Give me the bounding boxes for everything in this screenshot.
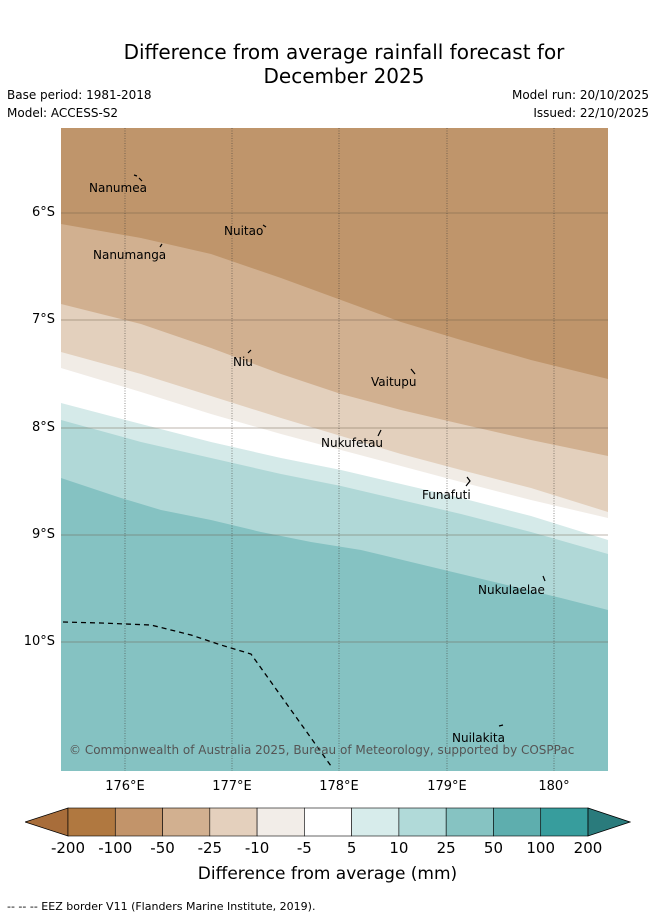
- band-plus-25: [61, 478, 608, 771]
- island-label-nuitao: Nuitao: [224, 224, 263, 238]
- colorbar-tick-label: -10: [244, 839, 270, 857]
- rainfall-map: Nanumea Nuitao Nanumanga Niu Vaitupu Nuk…: [61, 128, 608, 771]
- title-line-2: December 2025: [263, 64, 425, 88]
- colorbar: [25, 807, 631, 837]
- map-svg: Nanumea Nuitao Nanumanga Niu Vaitupu Nuk…: [61, 128, 608, 771]
- island-marks: [133, 174, 546, 727]
- colorbar-tick-label: -25: [197, 839, 223, 857]
- colorbar-tick-label: -200: [50, 839, 86, 857]
- lon-gridlines: [124, 128, 555, 771]
- island-label-funafuti: Funafuti: [422, 488, 471, 502]
- colorbar-segment: [398, 807, 447, 837]
- colorbar-segment: [256, 807, 305, 837]
- title-line-1: Difference from average rainfall forecas…: [123, 40, 565, 64]
- lon-label-179e: 179°E: [427, 779, 467, 794]
- model-name: Model: ACCESS-S2: [7, 106, 119, 120]
- map-title: Difference from average rainfall forecas…: [0, 40, 655, 88]
- colorbar-extend-high: [587, 807, 631, 837]
- island-label-nanumea: Nanumea: [89, 181, 147, 195]
- colorbar-extend-low: [25, 807, 69, 837]
- colorbar-segment: [209, 807, 258, 837]
- base-period: Base period: 1981-2018: [7, 88, 152, 102]
- issued-date: Issued: 22/10/2025: [533, 106, 649, 120]
- nanumanga-mark: [159, 243, 163, 248]
- colorbar-segment: [493, 807, 542, 837]
- colorbar-segment: [304, 807, 352, 837]
- colorbar-label: Difference from average (mm): [197, 864, 458, 884]
- colorbar-tick-label: -50: [150, 839, 175, 857]
- nukulaelae-mark: [542, 575, 546, 582]
- colorbar-segment: [445, 807, 494, 837]
- island-label-nukulaelae: Nukulaelae: [478, 583, 545, 597]
- funafuti-mark: [465, 476, 471, 487]
- nuilakita-mark: [498, 724, 504, 727]
- lat-gridlines: [61, 212, 608, 643]
- colorbar-tick-label: 25: [436, 839, 456, 857]
- colorbar-segment: [351, 807, 400, 837]
- lon-label-178e: 178°E: [319, 779, 359, 794]
- island-label-vaitupu: Vaitupu: [371, 375, 417, 389]
- island-label-niu: Niu: [233, 355, 253, 369]
- island-label-nanumanga: Nanumanga: [93, 248, 166, 262]
- lat-label-8s: 8°S: [31, 420, 55, 435]
- island-label-nukufetau: Nukufetau: [321, 436, 383, 450]
- lon-label-177e: 177°E: [212, 779, 252, 794]
- lat-label-6s: 6°S: [31, 205, 55, 220]
- model-run: Model run: 20/10/2025: [511, 88, 649, 102]
- colorbar-segment: [67, 807, 116, 837]
- colorbar-segments: [25, 807, 631, 837]
- nanumea-mark: [133, 174, 143, 182]
- eez-footnote: -- -- -- EEZ border V11 (Flanders Marine…: [7, 900, 316, 913]
- colorbar-tick-label: 100: [526, 839, 556, 857]
- colorbar-tick-label: -5: [296, 839, 312, 857]
- lat-label-10s: 10°S: [23, 634, 55, 649]
- lon-label-180: 180°: [538, 779, 570, 794]
- colorbar-tick-label: 5: [346, 839, 357, 857]
- lat-label-7s: 7°S: [31, 312, 55, 327]
- eez-border: [62, 621, 332, 767]
- lon-label-176e: 176°E: [105, 779, 145, 794]
- colorbar-segment: [540, 807, 589, 837]
- nuitao-mark: [262, 224, 267, 228]
- lat-label-9s: 9°S: [31, 527, 55, 542]
- niu-mark: [247, 349, 252, 354]
- vaitupu-mark: [410, 368, 416, 375]
- colorbar-segment: [162, 807, 211, 837]
- copyright-notice: © Commonwealth of Australia 2025, Bureau…: [69, 743, 574, 757]
- colorbar-tick-label: -100: [98, 839, 133, 857]
- colorbar-segment: [114, 807, 163, 837]
- colorbar-tick-label: 50: [483, 839, 503, 857]
- colorbar-tick-label: 200: [573, 839, 603, 857]
- colorbar-tick-label: 10: [389, 839, 409, 857]
- island-label-nuilakita: Nuilakita: [452, 731, 505, 745]
- nukufetau-mark: [377, 429, 382, 437]
